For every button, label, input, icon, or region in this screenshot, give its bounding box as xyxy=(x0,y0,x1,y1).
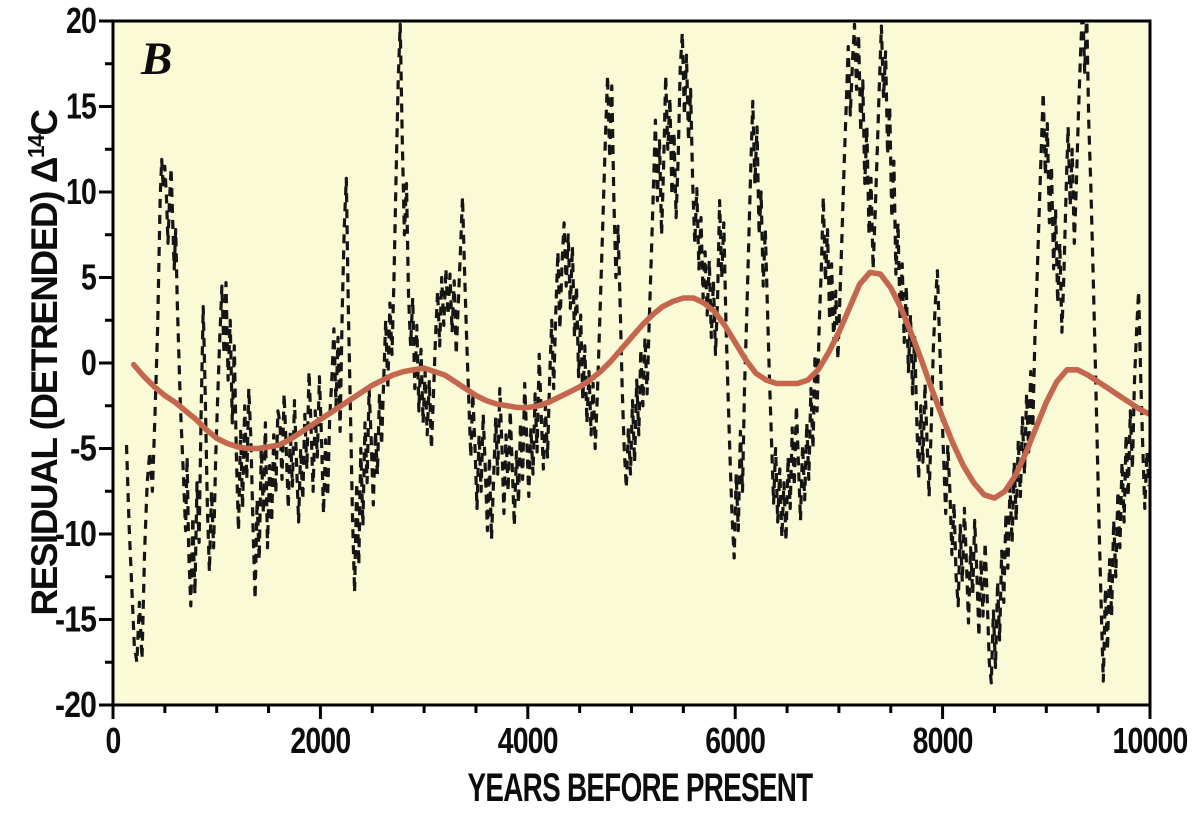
smoothed-long-term-trend-line xyxy=(130,269,1150,501)
y-tick-label: -10 xyxy=(55,513,96,554)
y-tick-label: 15 xyxy=(66,86,97,127)
residual-detrended-delta14c-line xyxy=(124,21,1150,685)
y-tick-label: 10 xyxy=(66,171,96,212)
y-tick-label: 5 xyxy=(81,257,97,298)
x-tick-label: 0 xyxy=(106,720,121,761)
plot-layer: -20 -15 -10 -5 0 5 10 15 20 0 2000 4000 6000 8000 1000… xyxy=(55,0,1189,761)
plot-background xyxy=(113,21,1150,705)
y-tick-label: 0 xyxy=(81,342,96,383)
x-tick-label: 6000 xyxy=(705,720,765,761)
y-axis-title-superscript: 14 xyxy=(23,134,49,158)
y-tick-label: -20 xyxy=(55,684,96,725)
y-axis-title: RESIDUAL (DETRENDED) Δ14C xyxy=(23,110,65,616)
y-tick-label: -15 xyxy=(55,599,97,640)
x-tick-label: 8000 xyxy=(913,720,973,761)
y-axis-title-main: RESIDUAL (DETRENDED) Δ xyxy=(24,157,65,615)
x-tick-label: 4000 xyxy=(498,720,558,761)
y-tick-label: 20 xyxy=(66,0,96,41)
panel-label: B xyxy=(140,33,172,85)
x-tick-label: 2000 xyxy=(290,720,350,761)
y-axis-title-suffix: C xyxy=(24,110,65,136)
x-axis-title: YEARS BEFORE PRESENT xyxy=(468,766,813,810)
y-tick-label: -5 xyxy=(70,428,97,469)
x-tick-label: 10000 xyxy=(1113,720,1188,761)
